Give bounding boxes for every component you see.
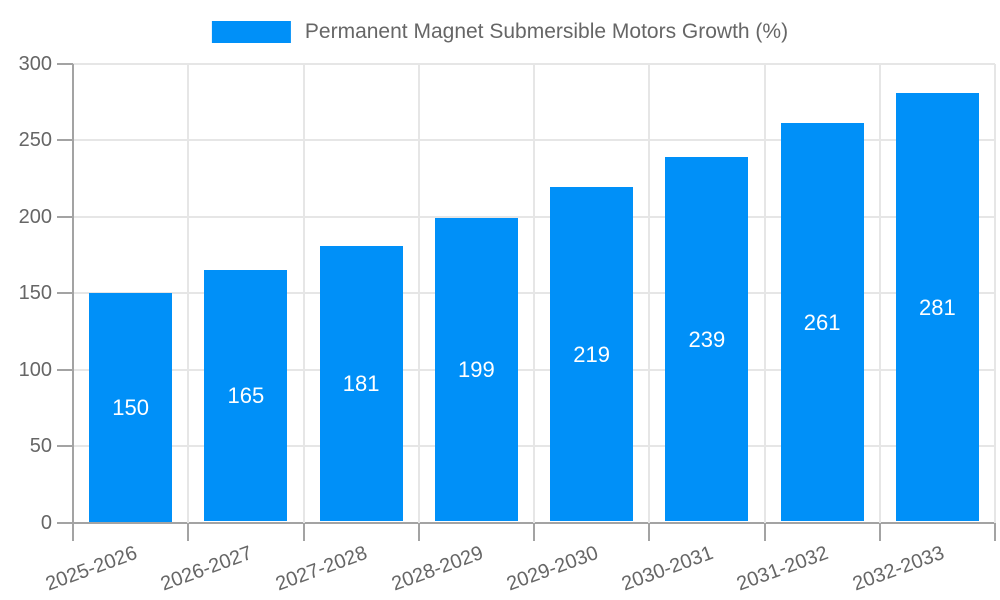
y-tick-label: 200	[18, 205, 52, 228]
chart-legend[interactable]: Permanent Magnet Submersible Motors Grow…	[211, 17, 789, 47]
y-tick-label: 300	[18, 52, 52, 75]
y-tick-mark	[57, 368, 73, 371]
gridline-v	[533, 63, 535, 523]
x-tick-label: 2026-2027	[157, 542, 256, 596]
bar	[895, 92, 979, 522]
y-tick-label: 0	[40, 511, 52, 534]
x-tick-mark	[72, 522, 74, 541]
x-tick-mark	[533, 522, 535, 541]
x-tick-mark	[763, 522, 766, 541]
bar-value-label: 219	[573, 341, 610, 367]
bar	[89, 293, 173, 522]
x-tick-label: 2028-2029	[388, 542, 486, 596]
legend-swatch	[211, 21, 291, 43]
legend-label: Permanent Magnet Submersible Motors Grow…	[304, 20, 789, 43]
bar-value-label: 281	[919, 294, 956, 320]
x-tick-label: 2029-2030	[503, 542, 602, 596]
bar-value-label: 165	[227, 383, 265, 409]
y-tick-mark	[57, 292, 73, 294]
y-tick-label: 50	[29, 435, 52, 457]
x-tick-label: 2027-2028	[273, 542, 371, 596]
x-tick-label: 2030-2031	[618, 542, 717, 596]
y-tick-mark	[57, 215, 73, 218]
bar	[204, 270, 288, 522]
bar-value-label: 261	[803, 309, 841, 335]
bar	[550, 187, 634, 522]
gridline-v	[763, 63, 766, 523]
bar-value-label: 150	[112, 394, 149, 420]
y-tick-mark	[57, 62, 73, 65]
bar	[780, 123, 864, 522]
x-tick-mark	[648, 522, 651, 541]
gridline-v	[878, 63, 881, 523]
x-tick-label: 2032-2033	[849, 542, 947, 596]
y-tick-mark	[57, 139, 73, 141]
y-tick-mark	[57, 521, 73, 524]
y-tick-label: 250	[18, 129, 52, 151]
bar	[434, 218, 518, 522]
x-tick-mark	[994, 522, 996, 541]
gridline-v	[302, 63, 305, 523]
gridline-v	[187, 63, 190, 523]
y-tick-label: 100	[18, 358, 52, 381]
x-tick-mark	[417, 522, 420, 541]
gridline-v	[994, 63, 996, 523]
y-tick-label: 150	[18, 282, 52, 304]
bar	[665, 156, 749, 522]
gridline-v	[648, 63, 651, 523]
y-axis-line	[72, 63, 74, 523]
x-tick-label: 2025-2026	[42, 542, 141, 596]
bar	[319, 245, 403, 522]
x-tick-mark	[302, 522, 305, 541]
bar-value-label: 199	[458, 357, 495, 383]
x-tick-mark	[878, 522, 881, 541]
bar-value-label: 181	[342, 371, 380, 397]
x-tick-label: 2031-2032	[734, 542, 832, 596]
bar-value-label: 239	[688, 326, 726, 352]
x-tick-mark	[187, 522, 190, 541]
gridline-v	[417, 63, 420, 523]
y-tick-mark	[57, 445, 73, 447]
